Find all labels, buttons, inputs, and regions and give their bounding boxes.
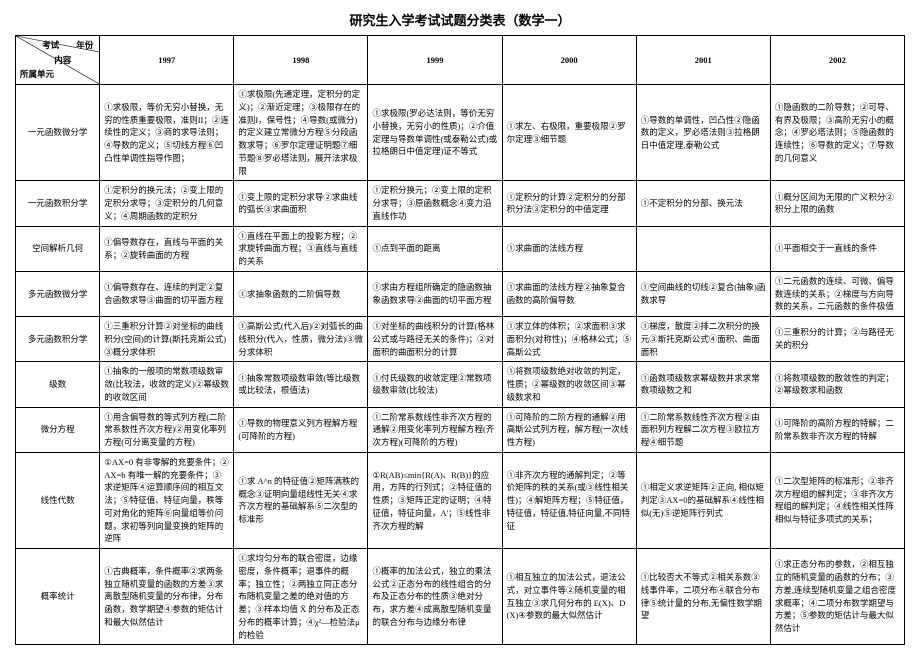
row-header: 多元函数积分学 — [16, 317, 100, 362]
content-cell: ①概分区间为无限的广义积分②积分上限的函数 — [770, 181, 904, 226]
table-row: 多元函数微分学①偏导数存在、连续的判定②复合函数求导③曲面的切平面方程①求抽象函… — [16, 271, 905, 316]
content-cell: ①可降阶的二阶方程的通解②用高斯公式列方程，解方程(一次线性方程) — [502, 407, 636, 452]
content-cell: ①二元函数的连续、可微、偏导数连续的关系；②梯度与方向导数的关系，二元函数的条件… — [770, 271, 904, 316]
content-cell: ①空间曲线的切线②复合(抽象)函数求导 — [636, 271, 770, 316]
row-header: 一元函数微分学 — [16, 85, 100, 181]
content-cell: ①AX=0 有非零解的充要条件；② AX=b 有唯一解的充要条件；③求逆矩阵④运… — [100, 452, 234, 548]
content-cell: ①相定义求逆矩阵②正向, 相似矩判定③AX=0的基础解系④线性相似(无)⑤逆矩阵… — [636, 452, 770, 548]
content-cell: ①隐函数的二阶导数；②可导、有界及极限；③高阶无穷小的概念；④罗必塔法则；⑤隐函… — [770, 85, 904, 181]
content-cell: ①求由方程组所确定的隐函数抽象函数求导②曲面的切平面方程 — [368, 271, 502, 316]
content-cell: ①抽象常数项级数审敛(等比级数或比较法，根值法) — [234, 362, 368, 407]
content-cell: ①二阶常系数线性齐次方程②由面积列方程解二次方程③欧拉方程④细节题 — [636, 407, 770, 452]
header-content-label: 内容 — [54, 54, 71, 67]
content-cell: ①导数的单调性，凹凸性②隐函数的定义，罗必塔法则③拉格朗日中值定理,泰勒公式 — [636, 85, 770, 181]
content-cell: ①定积分换元；②变上限的定积分求导；③原函数概念④变力沿直线作功 — [368, 181, 502, 226]
table-row: 微分方程①用含偏导数的等式列方程(二阶常系数性齐次方程)②用变化率列方程(可分离… — [16, 407, 905, 452]
year-header: 1997 — [100, 36, 234, 85]
content-cell: ①概率的加法公式，独立的乘法公式②正态分布的线性组合的分布及正态分布的性质③绝对… — [368, 549, 502, 645]
content-cell: ①求 A^n 的特征值②矩阵满秩的概念③证明向量组线性无关④求齐次方程的基础解系… — [234, 452, 368, 548]
content-cell: ①不定积分的分部、换元法 — [636, 181, 770, 226]
content-cell: ①高斯公式(代入后)②对弧长的曲线积分(代入，性质，微分法)③微分求体积 — [234, 317, 368, 362]
header-unit-label: 所属单元 — [20, 68, 54, 81]
classification-table: 考试 年份 内容 所属单元 1997 1998 1999 2000 2001 2… — [15, 35, 905, 645]
content-cell: ①平面相交于一直线的条件 — [770, 226, 904, 271]
row-header: 多元函数微分学 — [16, 271, 100, 316]
content-cell: ①用含偏导数的等式列方程(二阶常系数性齐次方程)②用变化率列方程(可分离变量的方… — [100, 407, 234, 452]
content-cell: ①偏导数存在，直线与平面的关系；②旋转曲面的方程 — [100, 226, 234, 271]
year-header: 2000 — [502, 36, 636, 85]
table-row: 概率统计①古典概率，条件概率②求两条独立随机变量的函数的方差③求离散型随机变量的… — [16, 549, 905, 645]
table-row: 一元函数积分学①定积分的换元法；②变上限的定积分求导；③定积分的几何意义；④周期… — [16, 181, 905, 226]
content-cell: ①直线在平面上的投影方程；②求旋转曲面方程；③直线与直线的关系 — [234, 226, 368, 271]
content-cell: ①求立体的体积；②求面积③求面积分(对称性)；④格林公式；⑤高斯公式 — [502, 317, 636, 362]
content-cell: ①抽象的一般项的常数项级数审敛(比较法，收敛的定义)②幂级数的收敛区间 — [100, 362, 234, 407]
content-cell: ①二次型矩阵的标准形；②非齐次方程组的解判定；③非齐次方程组的解判定；④线性相关… — [770, 452, 904, 548]
content-cell: ①求极限，等价无穷小替换，无穷的性质重要极限，准则II；②连续性的定义；③商的求… — [100, 85, 234, 181]
content-cell: ①求曲面的法线方程 — [502, 226, 636, 271]
table-row: 空间解析几何①偏导数存在，直线与平面的关系；②旋转曲面的方程①直线在平面上的投影… — [16, 226, 905, 271]
content-cell: ①相互独立的加法公式，退法公式，对立事件等②随机变量的相互独立③求几何分布的 E… — [502, 549, 636, 645]
row-header: 级数 — [16, 362, 100, 407]
year-header: 2002 — [770, 36, 904, 85]
content-cell: ①求均匀分布的联合密度，边缘密度，条件概率；退事件的概率；独立性；②两独立同正态… — [234, 549, 368, 645]
content-cell: ①非齐次方程的通解判定；②等价矩阵的秩的关系(或③线性相关性)；④解矩阵方程；⑤… — [502, 452, 636, 548]
content-cell: ①点到平面的距离 — [368, 226, 502, 271]
content-cell: ①求抽象函数的二阶偏导数 — [234, 271, 368, 316]
content-cell: ①二阶常系数线性非齐次方程的通解②用变化率列方程解方程(齐次方程)(可降阶的方程… — [368, 407, 502, 452]
row-header: 空间解析几何 — [16, 226, 100, 271]
table-row: 多元函数积分学①三重积分计算②对坐标的曲线积分(空间)的计算(斯托克斯公式)③概… — [16, 317, 905, 362]
content-cell: ①求极限(罗必达法则，等价无穷小替换，无穷小的性质)；②介值定理与导数单调性(或… — [368, 85, 502, 181]
content-cell: ①求曲面的法线方程②抽象复合函数的高阶偏导数 — [502, 271, 636, 316]
row-header: 线性代数 — [16, 452, 100, 548]
table-row: 线性代数①AX=0 有非零解的充要条件；② AX=b 有唯一解的充要条件；③求逆… — [16, 452, 905, 548]
content-cell: ①梯度，散度②排二次积分的换元③斯托克斯公式④面积、曲面面积 — [636, 317, 770, 362]
content-cell: ①比较否大不等式②相关系数③线事件率，二项分布④联合分布律⑤统计量的分布,无偏性… — [636, 549, 770, 645]
content-cell: ①可降阶的高阶方程的特解；二阶常系数非齐次方程的特解 — [770, 407, 904, 452]
content-cell: ①求正态分布的参数，②相互独立的随机变量的函数的分布；③方差,连续型随机变量之组… — [770, 549, 904, 645]
row-header: 微分方程 — [16, 407, 100, 452]
header-diagonal-cell: 考试 年份 内容 所属单元 — [16, 36, 100, 85]
content-cell: ①古典概率，条件概率②求两条独立随机变量的函数的方差③求离散型随机变量的分布律，… — [100, 549, 234, 645]
content-cell: ①将数项级数绝对收敛的判定，性质；②幂级数的收敛区间③幂级数求和 — [502, 362, 636, 407]
row-header: 概率统计 — [16, 549, 100, 645]
content-cell: ①三重积分的计算；②与路径无关的积分 — [770, 317, 904, 362]
content-cell: ①函数项级数求幂级数并求求常数项级数之和 — [636, 362, 770, 407]
header-year-label: 考试 年份 — [42, 39, 93, 52]
content-cell: ①定积分的换元法；②变上限的定积分求导；③定积分的几何意义；④周期函数的定积分 — [100, 181, 234, 226]
content-cell: ①导数的物理意义列方程解方程(可降阶的方程) — [234, 407, 368, 452]
content-cell: ①R(AB)≤min{R(A)、R(B)}的应用，方阵的行列式；②特征值的性质；… — [368, 452, 502, 548]
content-cell: ①求极限(先通定理，定积分的定义)；②渐近定理；③极限存在的准则I，保号性；④导… — [234, 85, 368, 181]
content-cell: ①偏导数存在、连续的判定②复合函数求导③曲面的切平面方程 — [100, 271, 234, 316]
content-cell — [636, 226, 770, 271]
year-header: 2001 — [636, 36, 770, 85]
content-cell: ①求左、右极限，重要极限②罗尔定理③细节题 — [502, 85, 636, 181]
table-row: 级数①抽象的一般项的常数项级数审敛(比较法，收敛的定义)②幂级数的收敛区间①抽象… — [16, 362, 905, 407]
content-cell: ①变上限的定积分求导②求曲线的弧长③求曲面积 — [234, 181, 368, 226]
content-cell: ①对坐标的曲线积分的计算(格林公式或与路径无关的条件)；②对面积的曲面积分的计算 — [368, 317, 502, 362]
year-header: 1999 — [368, 36, 502, 85]
year-header: 1998 — [234, 36, 368, 85]
content-cell: ①将数项级数的散敛性的判定；②幂级数求和函数 — [770, 362, 904, 407]
page-title: 研究生入学考试试题分类表（数学一） — [15, 10, 905, 29]
table-row: 一元函数微分学①求极限，等价无穷小替换，无穷的性质重要极限，准则II；②连续性的… — [16, 85, 905, 181]
content-cell: ①三重积分计算②对坐标的曲线积分(空间)的计算(斯托克斯公式)③概分求体积 — [100, 317, 234, 362]
row-header: 一元函数积分学 — [16, 181, 100, 226]
content-cell: ①定积分的计算②定积分的分部积分法③定积分的中值定理 — [502, 181, 636, 226]
content-cell: ①付氏级数的收敛定理②常数项级数审敛(比较法) — [368, 362, 502, 407]
